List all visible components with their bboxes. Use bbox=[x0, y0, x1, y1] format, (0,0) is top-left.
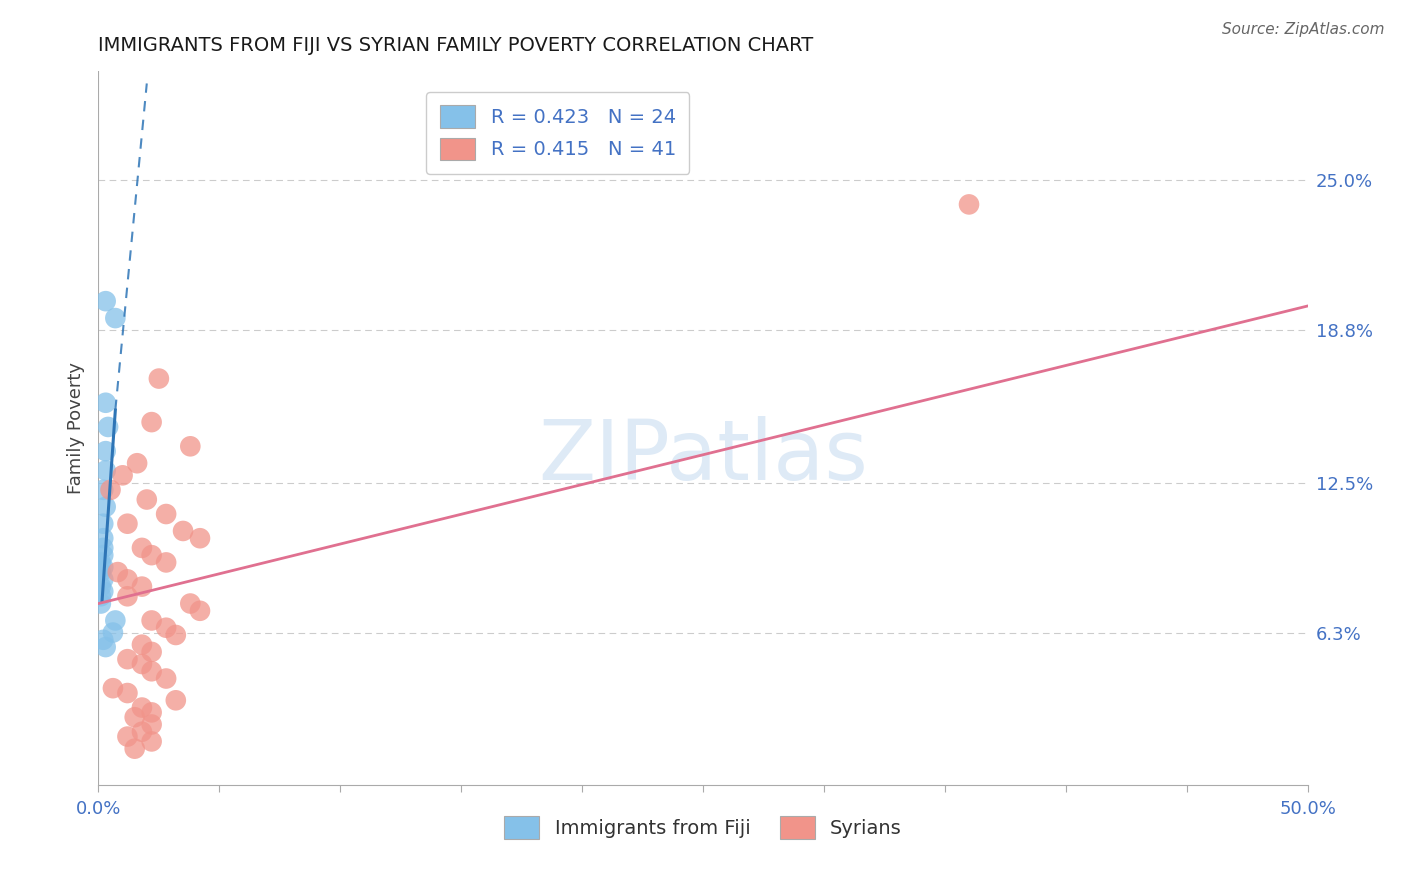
Point bbox=[91, 572, 114, 586]
Point bbox=[127, 456, 149, 470]
Text: ZIPatlas: ZIPatlas bbox=[538, 417, 868, 497]
Point bbox=[104, 614, 127, 628]
Text: IMMIGRANTS FROM FIJI VS SYRIAN FAMILY POVERTY CORRELATION CHART: IMMIGRANTS FROM FIJI VS SYRIAN FAMILY PO… bbox=[98, 36, 814, 54]
Point bbox=[97, 420, 120, 434]
Point bbox=[179, 439, 201, 453]
Point bbox=[188, 531, 211, 545]
Point bbox=[131, 580, 153, 594]
Point bbox=[111, 468, 134, 483]
Point bbox=[155, 621, 177, 635]
Legend: Immigrants from Fiji, Syrians: Immigrants from Fiji, Syrians bbox=[496, 808, 910, 847]
Point bbox=[172, 524, 194, 538]
Point bbox=[101, 681, 124, 696]
Point bbox=[94, 500, 117, 514]
Point bbox=[91, 632, 114, 647]
Point bbox=[131, 541, 153, 555]
Point bbox=[179, 597, 201, 611]
Point bbox=[141, 706, 163, 720]
Point bbox=[957, 197, 980, 211]
Point bbox=[141, 645, 163, 659]
Point bbox=[94, 640, 117, 654]
Point bbox=[131, 700, 153, 714]
Point bbox=[100, 483, 122, 497]
Point bbox=[94, 444, 117, 458]
Point bbox=[94, 294, 117, 309]
Point bbox=[141, 665, 163, 679]
Point bbox=[101, 625, 124, 640]
Y-axis label: Family Poverty: Family Poverty bbox=[66, 362, 84, 494]
Point bbox=[94, 463, 117, 477]
Point bbox=[117, 730, 139, 744]
Point bbox=[188, 604, 211, 618]
Point bbox=[141, 717, 163, 731]
Point bbox=[141, 734, 163, 748]
Point bbox=[141, 548, 163, 562]
Point bbox=[107, 565, 129, 579]
Point bbox=[124, 741, 146, 756]
Point bbox=[117, 516, 139, 531]
Point bbox=[91, 548, 114, 562]
Point bbox=[91, 560, 114, 574]
Point bbox=[148, 371, 170, 385]
Point bbox=[155, 672, 177, 686]
Point bbox=[90, 556, 112, 570]
Point bbox=[91, 516, 114, 531]
Point bbox=[141, 415, 163, 429]
Point bbox=[90, 580, 112, 594]
Point bbox=[104, 311, 127, 326]
Point bbox=[91, 584, 114, 599]
Point bbox=[117, 589, 139, 603]
Point bbox=[91, 483, 114, 497]
Point bbox=[155, 556, 177, 570]
Point bbox=[90, 565, 112, 579]
Point bbox=[131, 657, 153, 671]
Point bbox=[165, 628, 187, 642]
Point bbox=[135, 492, 157, 507]
Point bbox=[141, 614, 163, 628]
Text: Source: ZipAtlas.com: Source: ZipAtlas.com bbox=[1222, 22, 1385, 37]
Point bbox=[90, 589, 112, 603]
Point bbox=[131, 638, 153, 652]
Point bbox=[155, 507, 177, 521]
Point bbox=[90, 597, 112, 611]
Point bbox=[117, 686, 139, 700]
Point bbox=[165, 693, 187, 707]
Point bbox=[131, 724, 153, 739]
Point bbox=[117, 652, 139, 666]
Point bbox=[94, 396, 117, 410]
Point bbox=[117, 572, 139, 586]
Point bbox=[91, 541, 114, 555]
Point bbox=[91, 531, 114, 545]
Point bbox=[124, 710, 146, 724]
